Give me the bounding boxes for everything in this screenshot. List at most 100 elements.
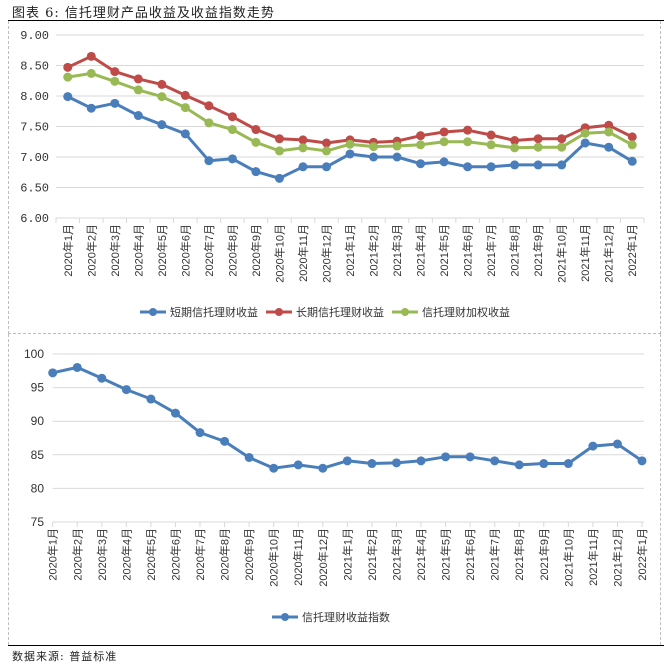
y-tick-label: 7.00 xyxy=(20,151,49,165)
y-tick-label: 9.00 xyxy=(20,29,49,43)
data-point xyxy=(345,139,355,149)
data-point xyxy=(345,149,355,159)
data-point xyxy=(441,452,451,462)
data-point xyxy=(416,456,426,466)
data-point xyxy=(391,458,401,468)
data-point xyxy=(588,441,598,451)
x-tick-label: 2020年12月 xyxy=(316,528,330,587)
x-tick-label: 2020年7月 xyxy=(193,528,207,581)
data-point xyxy=(48,368,58,378)
data-point xyxy=(97,373,107,383)
data-point xyxy=(133,74,143,84)
x-tick-label: 2020年7月 xyxy=(202,224,216,277)
data-point xyxy=(274,146,284,156)
data-point xyxy=(86,68,96,78)
data-point xyxy=(392,152,402,162)
data-point xyxy=(463,137,473,147)
data-point xyxy=(465,452,475,462)
x-tick-label: 2021年4月 xyxy=(414,528,428,581)
data-point xyxy=(157,92,167,102)
x-tick-label: 2021年6月 xyxy=(461,224,475,277)
legend-label: 短期信托理财收益 xyxy=(170,305,258,319)
data-point xyxy=(293,460,303,470)
x-tick-label: 2020年10月 xyxy=(267,528,281,587)
x-tick-label: 2021年1月 xyxy=(343,224,357,277)
data-point xyxy=(342,456,352,466)
data-point xyxy=(367,459,377,469)
x-tick-label: 2021年5月 xyxy=(439,528,453,581)
data-point xyxy=(627,140,637,150)
data-point xyxy=(121,385,131,395)
data-point xyxy=(557,142,567,152)
data-point xyxy=(220,436,230,446)
data-point xyxy=(157,120,167,130)
y-tick-label: 85 xyxy=(31,448,45,462)
x-tick-label: 2020年12月 xyxy=(319,224,333,283)
data-point xyxy=(157,79,167,89)
x-tick-label: 2021年5月 xyxy=(437,224,451,277)
x-tick-label: 2021年11月 xyxy=(578,224,592,282)
x-tick-label: 2021年9月 xyxy=(531,224,545,277)
data-point xyxy=(251,137,261,147)
data-point xyxy=(439,157,449,167)
data-point xyxy=(627,132,637,142)
y-tick-label: 8.00 xyxy=(20,90,49,104)
x-tick-label: 2021年9月 xyxy=(537,528,551,581)
data-point xyxy=(86,103,96,113)
data-point xyxy=(416,140,426,150)
data-point xyxy=(369,152,379,162)
data-point xyxy=(227,154,237,164)
data-point xyxy=(204,156,214,166)
x-tick-label: 2022年1月 xyxy=(625,224,639,277)
data-point xyxy=(63,62,73,72)
data-point xyxy=(604,142,614,152)
data-point xyxy=(274,134,284,144)
data-point xyxy=(463,162,473,172)
x-tick-label: 2020年6月 xyxy=(168,528,182,581)
x-tick-label: 2020年9月 xyxy=(249,224,263,277)
x-tick-label: 2020年11月 xyxy=(291,528,305,586)
data-point xyxy=(269,463,279,473)
data-point xyxy=(490,456,500,466)
data-point xyxy=(204,118,214,128)
data-point xyxy=(180,90,190,100)
x-tick-label: 2020年5月 xyxy=(155,224,169,277)
x-tick-label: 2020年8月 xyxy=(218,528,232,581)
x-tick-label: 2021年8月 xyxy=(512,528,526,581)
data-point xyxy=(227,125,237,135)
y-tick-label: 8.50 xyxy=(20,60,49,74)
data-point xyxy=(604,127,614,137)
data-point xyxy=(439,127,449,137)
data-point xyxy=(392,141,402,151)
x-tick-label: 2020年5月 xyxy=(144,528,158,581)
x-tick-label: 2020年2月 xyxy=(70,528,84,581)
data-point xyxy=(321,162,331,172)
data-point xyxy=(298,135,308,145)
yield-chart: 6.00 6.50 7.00 7.50 8.00 8.50 9.00 2020年1月 2020年… xyxy=(20,29,645,319)
data-point xyxy=(416,131,426,141)
data-point xyxy=(180,103,190,113)
data-point xyxy=(170,408,180,418)
y-tick-label: 95 xyxy=(31,381,45,395)
data-point xyxy=(627,156,637,166)
data-point xyxy=(604,120,614,130)
data-point xyxy=(110,98,120,108)
x-tick-label: 2020年9月 xyxy=(242,528,256,581)
data-point xyxy=(486,140,496,150)
legend-swatch-marker xyxy=(275,308,283,316)
x-tick-label: 2022年1月 xyxy=(635,528,649,581)
index-chart-panel xyxy=(8,334,661,645)
x-tick-label: 2021年6月 xyxy=(463,528,477,581)
x-tick-label: 2020年10月 xyxy=(272,224,286,283)
x-tick-label: 2021年3月 xyxy=(389,528,403,581)
x-tick-label: 2021年8月 xyxy=(508,224,522,277)
data-point xyxy=(486,130,496,140)
data-point xyxy=(510,143,520,153)
data-point xyxy=(72,362,82,372)
data-point xyxy=(514,460,524,470)
series-line xyxy=(52,365,643,470)
data-point xyxy=(318,463,328,473)
data-point xyxy=(533,142,543,152)
legend-swatch-marker xyxy=(149,308,157,316)
